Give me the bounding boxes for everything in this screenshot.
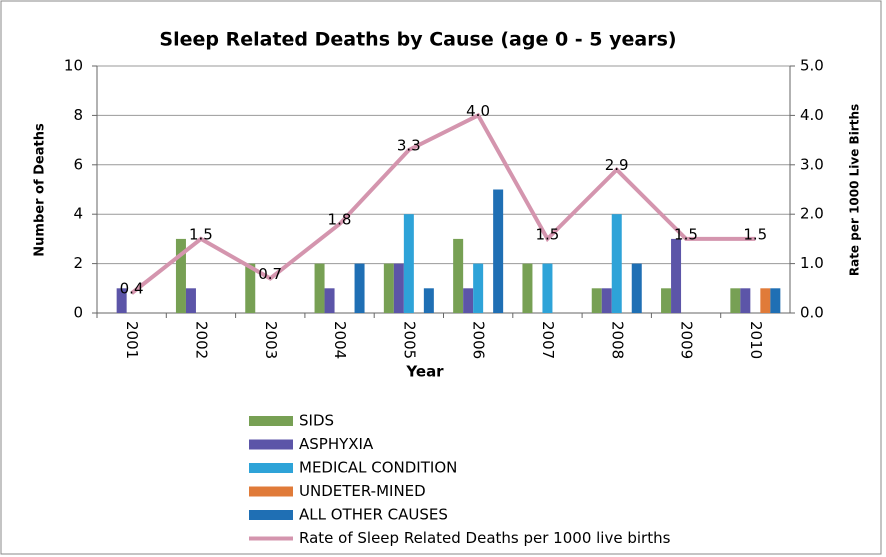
y-axis-label: Number of Deaths xyxy=(33,123,48,257)
y2-axis-label: Rate per 1000 Live Births xyxy=(848,104,862,276)
bar xyxy=(601,288,612,313)
bar xyxy=(116,288,127,313)
bar xyxy=(591,288,602,313)
legend-swatch xyxy=(249,510,293,520)
legend-swatch xyxy=(249,439,293,450)
y-tick-label: 0 xyxy=(73,304,83,322)
x-tick-label: 2008 xyxy=(608,321,626,359)
y2-tick-label: 1.0 xyxy=(800,254,824,272)
y2-tick-label: 3.0 xyxy=(800,155,824,173)
x-tick-label: 2007 xyxy=(539,321,557,359)
bar xyxy=(661,288,672,313)
chart-title: Sleep Related Deaths by Cause (age 0 - 5… xyxy=(159,29,676,51)
bar xyxy=(493,189,504,313)
bar xyxy=(631,263,642,313)
bar xyxy=(740,288,751,313)
y-tick-label: 10 xyxy=(64,57,83,75)
x-tick-label: 2006 xyxy=(470,321,488,359)
bar xyxy=(393,263,404,313)
bar xyxy=(542,263,553,313)
data-label: 0.4 xyxy=(120,280,144,298)
legend-swatch xyxy=(249,463,293,473)
bar xyxy=(185,288,196,313)
bar xyxy=(770,288,781,313)
x-tick-label: 2009 xyxy=(678,321,696,359)
bar xyxy=(245,263,256,313)
x-tick-label: 2002 xyxy=(192,321,210,359)
x-tick-label: 2004 xyxy=(331,321,349,359)
bar xyxy=(522,263,533,313)
bar xyxy=(730,288,741,313)
x-tick-label: 2003 xyxy=(262,321,280,359)
y2-tick-label: 5.0 xyxy=(800,57,824,75)
legend-label: MEDICAL CONDITION xyxy=(299,459,457,477)
y-tick-label: 8 xyxy=(73,106,83,124)
y2-tick-label: 2.0 xyxy=(800,205,824,223)
bar xyxy=(463,288,474,313)
data-label: 0.7 xyxy=(258,265,282,283)
legend-label: Rate of Sleep Related Deaths per 1000 li… xyxy=(299,529,671,547)
data-label: 1.5 xyxy=(743,225,767,243)
y2-tick-label: 0.0 xyxy=(800,304,824,322)
data-label: 4.0 xyxy=(466,102,490,120)
legend-label: ASPHYXIA xyxy=(299,435,374,453)
bar xyxy=(403,214,414,313)
bar xyxy=(175,238,186,313)
x-tick-label: 2010 xyxy=(747,321,765,359)
legend-swatch xyxy=(249,486,293,497)
legend-label: ALL OTHER CAUSES xyxy=(299,506,448,524)
data-label: 1.5 xyxy=(535,225,559,243)
bar xyxy=(383,263,394,313)
y2-tick-label: 4.0 xyxy=(800,106,824,124)
y-tick-label: 6 xyxy=(73,155,83,173)
data-label: 1.5 xyxy=(674,225,698,243)
y-tick-label: 2 xyxy=(73,254,83,272)
x-axis-label: Year xyxy=(405,363,444,381)
data-label: 1.8 xyxy=(328,211,352,229)
bar xyxy=(760,288,771,313)
legend-swatch xyxy=(249,416,293,426)
data-label: 3.3 xyxy=(397,136,421,154)
bar xyxy=(453,238,464,313)
bar xyxy=(423,288,434,313)
x-tick-label: 2001 xyxy=(123,321,141,359)
bar xyxy=(671,238,682,313)
data-label: 2.9 xyxy=(605,156,629,174)
x-tick-label: 2005 xyxy=(400,321,418,359)
data-label: 1.5 xyxy=(189,225,213,243)
bar xyxy=(611,214,622,313)
bar xyxy=(314,263,325,313)
y-tick-label: 4 xyxy=(73,205,83,223)
bar xyxy=(324,288,335,313)
legend-label: SIDS xyxy=(299,412,334,430)
legend-label: UNDETER-MINED xyxy=(299,482,426,500)
bar xyxy=(354,263,365,313)
bar xyxy=(473,263,484,313)
line xyxy=(130,112,756,295)
